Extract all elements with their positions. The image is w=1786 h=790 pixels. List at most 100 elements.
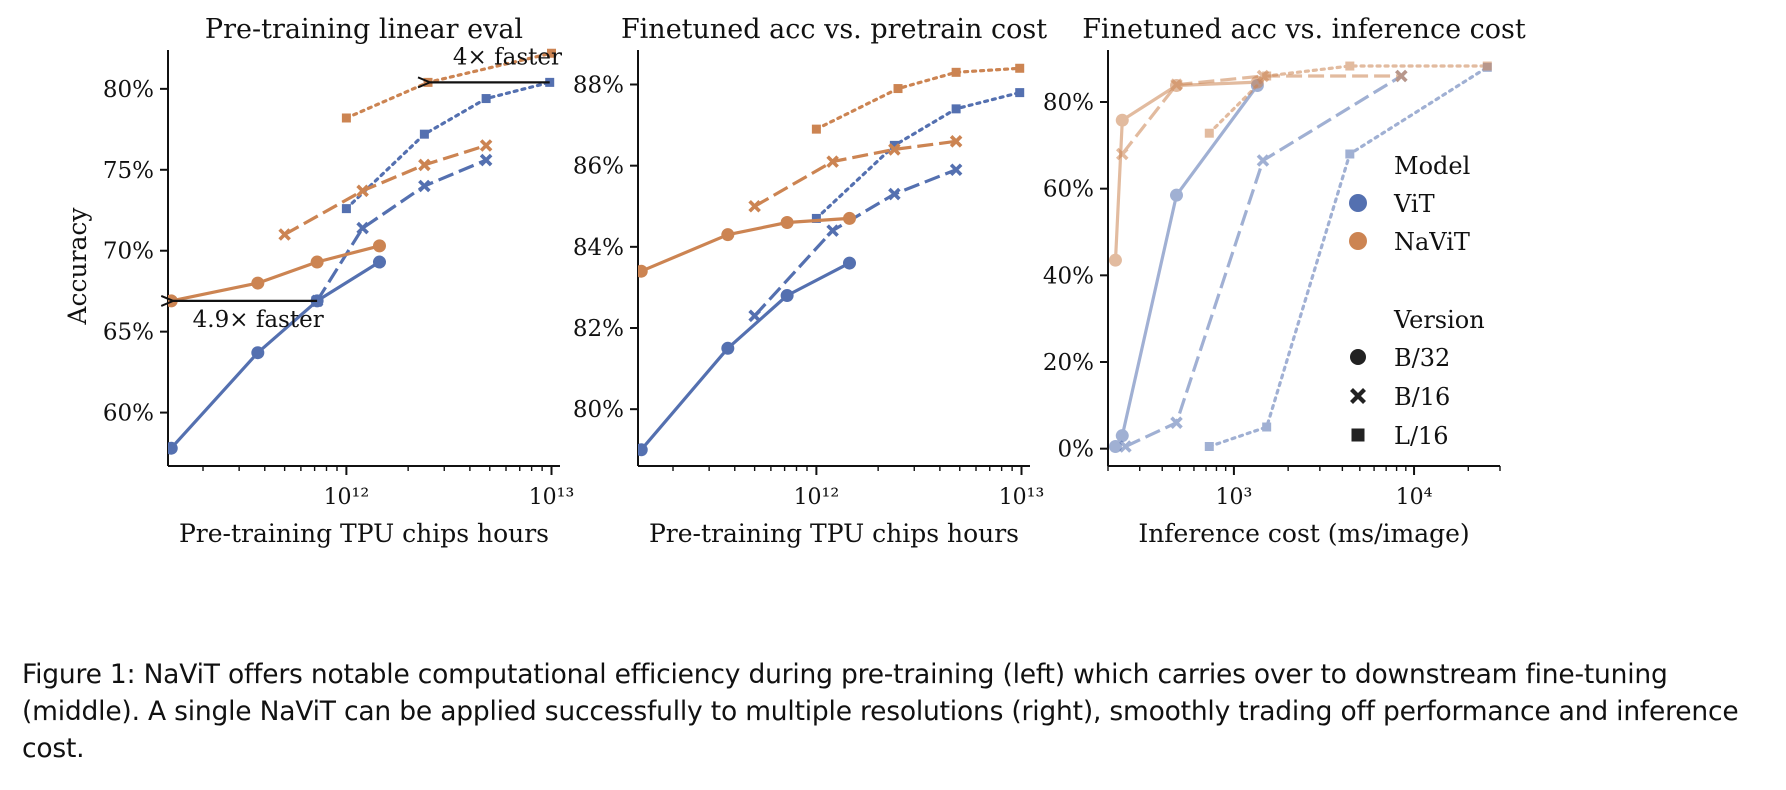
- figure-charts: Pre-training linear eval 60% 65% 70% 75% 80% 1…: [63, 14, 1526, 548]
- data-point: [1262, 71, 1272, 81]
- series-line: [170, 244, 380, 303]
- legend-marker: [1351, 428, 1365, 442]
- series-navit-B16: [278, 139, 493, 241]
- data-point: [418, 179, 431, 193]
- plot-area: [168, 48, 557, 455]
- data-point: [372, 239, 386, 253]
- series-navit-B32: [168, 239, 386, 308]
- plot-area: [638, 63, 1025, 457]
- data-point: [888, 187, 901, 201]
- data-point: [168, 441, 178, 455]
- data-point: [780, 215, 794, 229]
- chart-panel-3: Finetuned acc vs. inference cost 0% 20% 40%…: [1043, 14, 1526, 548]
- data-point: [721, 228, 735, 242]
- data-point: [721, 341, 735, 355]
- data-point: [1262, 422, 1272, 432]
- data-point: [1482, 61, 1492, 71]
- chart-title: Pre-training linear eval: [205, 14, 523, 45]
- x-axis-label: Pre-training TPU chips hours: [649, 519, 1019, 548]
- data-point: [893, 84, 903, 94]
- data-point: [748, 309, 761, 323]
- series-vit-B16: [748, 163, 963, 323]
- data-point: [889, 140, 899, 150]
- y-tick-label: 60%: [103, 401, 154, 427]
- data-point: [780, 289, 794, 303]
- data-point: [842, 211, 856, 225]
- data-point: [1170, 78, 1183, 91]
- series-line: [640, 216, 850, 273]
- series-line: [753, 139, 957, 208]
- data-point: [356, 184, 369, 198]
- data-point: [251, 346, 265, 360]
- data-point: [481, 94, 491, 104]
- chart-panel-2: Finetuned acc vs. pretrain cost 80% 82% 84%…: [573, 14, 1047, 548]
- data-point: [1170, 416, 1183, 429]
- data-point: [949, 163, 963, 176]
- y-tick-label: 75%: [103, 158, 154, 184]
- annotation-text: 4.9× faster: [193, 307, 324, 333]
- data-point: [826, 224, 839, 237]
- caption-label: Figure 1:: [22, 659, 136, 690]
- data-point: [547, 48, 557, 58]
- series-line: [315, 158, 487, 302]
- data-point: [1256, 154, 1270, 167]
- series-vit-B32: [638, 256, 856, 457]
- series-vit-B16: [1119, 69, 1408, 453]
- data-point: [1204, 442, 1214, 451]
- data-point: [888, 143, 901, 156]
- legend-marker: [1349, 194, 1367, 212]
- series-line: [1124, 74, 1403, 448]
- x-axis-label: Pre-training TPU chips hours: [179, 519, 549, 548]
- series-vit-B16: [310, 153, 493, 308]
- series-line: [1121, 74, 1402, 155]
- data-point: [638, 443, 648, 457]
- data-point: [356, 221, 369, 235]
- data-point: [1204, 128, 1214, 138]
- y-tick-label: 40%: [1043, 263, 1094, 289]
- data-point: [1115, 113, 1129, 127]
- legend-marker: [1350, 388, 1366, 404]
- data-point: [372, 255, 386, 269]
- data-point: [1015, 63, 1025, 73]
- series-line: [1207, 64, 1489, 135]
- chart-legend: Model ViT NaViT Version B/32 B/16 L/16: [1349, 152, 1485, 450]
- series-navit-L16: [811, 63, 1025, 134]
- series-line: [170, 260, 381, 450]
- caption-text: NaViT offers notable computational effic…: [22, 659, 1739, 764]
- x-tick-label: 10¹³: [999, 485, 1045, 510]
- data-point: [638, 264, 648, 278]
- series-navit-B32: [1108, 75, 1264, 267]
- series-line: [344, 80, 552, 211]
- series-vit-L16: [341, 77, 555, 214]
- legend-title: Model: [1394, 152, 1470, 180]
- data-point: [479, 139, 493, 152]
- data-point: [811, 213, 821, 223]
- legend-marker: [1349, 232, 1367, 250]
- data-point: [1115, 147, 1129, 161]
- data-point: [419, 129, 429, 139]
- data-point: [1345, 61, 1355, 71]
- legend-label: B/16: [1394, 383, 1450, 411]
- data-point: [826, 155, 839, 168]
- series-line: [639, 261, 851, 451]
- legend-title: Version: [1393, 306, 1485, 334]
- series-line: [814, 90, 1022, 220]
- data-point: [1169, 188, 1183, 202]
- y-tick-label: 88%: [573, 72, 624, 98]
- y-tick-label: 80%: [1043, 90, 1094, 116]
- data-point: [1108, 253, 1122, 267]
- y-tick-label: 20%: [1043, 350, 1094, 376]
- figure-caption: Figure 1: NaViT offers notable computati…: [22, 656, 1772, 767]
- series-navit-L16: [1204, 61, 1492, 138]
- data-point: [251, 276, 265, 290]
- series-line: [1113, 80, 1258, 261]
- chart-title: Finetuned acc vs. pretrain cost: [621, 14, 1047, 45]
- x-axis-label: Inference cost (ms/image): [1138, 519, 1469, 548]
- data-point: [1108, 440, 1122, 453]
- legend-label: B/32: [1394, 344, 1450, 372]
- data-point: [951, 67, 961, 77]
- legend-label: L/16: [1394, 422, 1449, 450]
- plot-area: [1108, 61, 1492, 453]
- series-line: [814, 66, 1022, 131]
- legend-label: NaViT: [1394, 228, 1470, 256]
